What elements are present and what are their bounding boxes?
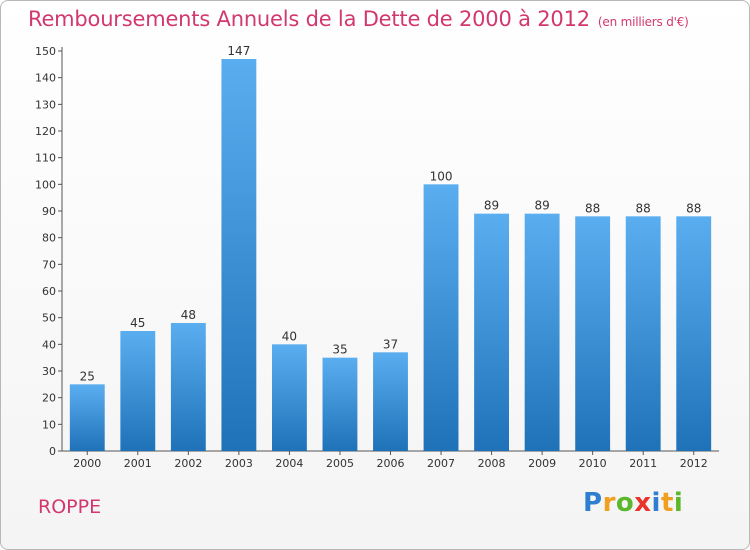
bar bbox=[69, 384, 105, 451]
x-tick-label: 2012 bbox=[680, 457, 708, 470]
bar bbox=[221, 59, 257, 451]
chart-title: Remboursements Annuels de la Dette de 20… bbox=[28, 7, 689, 31]
logo-letter: P bbox=[583, 488, 603, 518]
y-tick-label: 10 bbox=[42, 418, 56, 431]
y-tick-label: 140 bbox=[35, 72, 56, 85]
chart-title-text: Remboursements Annuels de la Dette de 20… bbox=[28, 7, 590, 31]
bar bbox=[271, 344, 307, 451]
commune-name: ROPPE bbox=[38, 496, 102, 518]
data-label: 35 bbox=[332, 343, 347, 357]
bar bbox=[524, 213, 560, 451]
value-labels: 25 45 48 147 40 35 37 100 89 89 88 88 88 bbox=[80, 44, 702, 383]
x-tick-label: 2009 bbox=[528, 457, 556, 470]
y-tick-label: 80 bbox=[42, 232, 56, 245]
chart-subtitle: (en milliers d'€) bbox=[597, 15, 689, 29]
bar bbox=[322, 357, 358, 451]
data-label: 88 bbox=[636, 201, 651, 215]
bar bbox=[676, 216, 712, 451]
logo-letter: x bbox=[634, 488, 652, 518]
y-tick-label: 0 bbox=[49, 445, 56, 458]
x-tick-label: 2001 bbox=[124, 457, 152, 470]
x-tick-label: 2011 bbox=[629, 457, 657, 470]
x-tick-label: 2004 bbox=[275, 457, 303, 470]
logo-letter: o bbox=[615, 488, 635, 518]
logo-letter: t bbox=[660, 488, 674, 518]
data-label: 89 bbox=[484, 199, 499, 213]
proxiti-logo: Proxiti bbox=[583, 488, 683, 518]
data-label: 37 bbox=[383, 337, 398, 351]
bars bbox=[69, 59, 712, 452]
x-tick-label: 2003 bbox=[225, 457, 253, 470]
y-tick-label: 120 bbox=[35, 125, 56, 138]
axes: 0 10 20 30 40 50 60 70 80 90 100 110 120 130 140 150 200… bbox=[35, 45, 719, 470]
data-label: 40 bbox=[282, 329, 297, 343]
y-tick-label: 40 bbox=[42, 338, 56, 351]
y-tick-label: 150 bbox=[35, 45, 56, 58]
logo-letter: r bbox=[602, 488, 616, 518]
y-tick-label: 30 bbox=[42, 365, 56, 378]
bar bbox=[625, 216, 661, 451]
bar bbox=[120, 331, 156, 451]
x-tick-label: 2006 bbox=[377, 457, 405, 470]
y-tick-label: 60 bbox=[42, 285, 56, 298]
y-tick-label: 90 bbox=[42, 205, 56, 218]
x-tick-label: 2007 bbox=[427, 457, 455, 470]
y-tick-label: 130 bbox=[35, 98, 56, 111]
x-tick-label: 2005 bbox=[326, 457, 354, 470]
x-tick-label: 2000 bbox=[73, 457, 101, 470]
data-label: 100 bbox=[430, 169, 453, 183]
x-tick-label: 2010 bbox=[579, 457, 607, 470]
data-label: 147 bbox=[227, 44, 250, 58]
data-label: 25 bbox=[80, 369, 95, 383]
y-tick-label: 100 bbox=[35, 178, 56, 191]
x-tick-label: 2002 bbox=[174, 457, 202, 470]
y-tick-label: 70 bbox=[42, 258, 56, 271]
y-tick-label: 50 bbox=[42, 312, 56, 325]
data-label: 88 bbox=[585, 201, 600, 215]
y-tick-label: 110 bbox=[35, 152, 56, 165]
logo-letter: i bbox=[673, 488, 684, 518]
bar bbox=[423, 184, 459, 452]
data-label: 89 bbox=[534, 199, 549, 213]
y-tick-label: 20 bbox=[42, 392, 56, 405]
data-label: 88 bbox=[686, 201, 701, 215]
x-tick-label: 2008 bbox=[478, 457, 506, 470]
data-label: 48 bbox=[181, 308, 196, 322]
bar bbox=[373, 352, 408, 451]
bar bbox=[575, 216, 611, 451]
data-label: 45 bbox=[130, 316, 145, 330]
bar bbox=[474, 213, 510, 451]
bar bbox=[170, 323, 206, 451]
logo-letter: i bbox=[651, 488, 661, 518]
